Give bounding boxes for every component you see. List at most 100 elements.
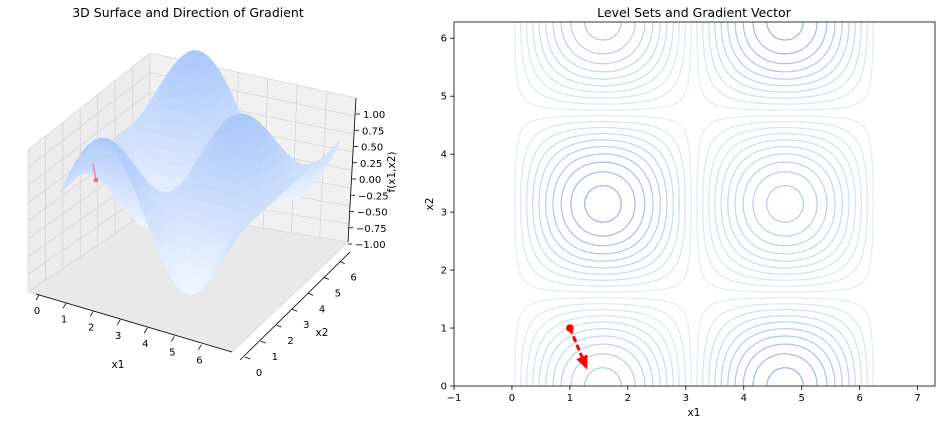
contour-chart-title: Level Sets and Gradient Vector: [597, 5, 792, 20]
contour-level: [520, 21, 868, 387]
surface-x2-label: x2: [316, 327, 329, 339]
x2-tick-label: 6: [350, 272, 356, 283]
contour-frame: [453, 21, 936, 387]
x2-tick-mark: [292, 308, 298, 312]
z-tick-label: −1.00: [355, 240, 386, 251]
gradient-arrow-shaft: [568, 327, 584, 358]
contour-level: [552, 21, 836, 387]
x1-tick-label: 6: [196, 356, 202, 367]
x1-tick-mark: [89, 311, 94, 317]
contour-level: [584, 21, 804, 387]
x2-tick-label: 3: [441, 208, 447, 219]
x2-tick-label: 3: [303, 320, 309, 331]
contour-level: [545, 21, 843, 387]
x2-tick-label: 0: [256, 368, 262, 379]
contour-level: [570, 21, 818, 387]
x1-axis-line: [35, 293, 233, 353]
surface-z-label: f(x1,x2): [386, 151, 398, 192]
contour-level: [514, 22, 874, 386]
surface-gradient-arrow: [92, 163, 97, 181]
x2-tick-mark: [244, 356, 251, 360]
x1-tick-mark: [198, 344, 202, 350]
contour-level: [532, 21, 856, 387]
x1-tick-mark: [116, 319, 121, 326]
x1-tick-label: 2: [88, 323, 94, 334]
contour-x1-label: x1: [688, 407, 701, 419]
surface-facet: [225, 238, 234, 252]
x1-tick-mark: [171, 336, 175, 342]
x2-tick-mark: [339, 261, 345, 264]
x1-tick-label: 5: [799, 393, 805, 404]
x2-tick-mark: [323, 277, 329, 280]
contour-level: [538, 21, 850, 387]
z-tick-label: −0.25: [358, 191, 389, 202]
x2-tick-label: 5: [441, 92, 447, 103]
contour-level: [526, 21, 862, 387]
z-tick-label: −0.75: [356, 224, 387, 235]
contour-panel: Level Sets and Gradient Vector −1 0 1 2 3 4 5 6…: [424, 5, 936, 419]
ticks-3d: 012345601234561.000.750.500.250.00−0.25−…: [34, 110, 389, 379]
z-axis-line: [347, 97, 357, 243]
grid-line: [27, 91, 151, 186]
x1-tick-mark: [35, 294, 40, 301]
x1-tick-label: 3: [683, 393, 689, 404]
surface-mesh: [59, 50, 341, 295]
contour-level: [514, 22, 874, 386]
surface-x1-label: x1: [112, 359, 125, 371]
x2-tick-label: 4: [319, 304, 325, 315]
contour-level: [584, 21, 804, 387]
contour-point-marker: [566, 324, 574, 332]
contour-level: [552, 21, 836, 387]
x1-tick-label: 0: [509, 393, 515, 404]
x2-tick-label: 5: [335, 288, 341, 299]
x1-tick-label: 7: [914, 393, 920, 404]
x2-tick-mark: [276, 324, 282, 328]
contour-level: [532, 21, 856, 387]
x1-tick-label: 6: [856, 393, 862, 404]
x2-tick-label: 6: [441, 34, 447, 45]
x2-tick-mark: [260, 340, 266, 344]
z-tick-label: 0.00: [359, 175, 381, 186]
contour-level: [560, 21, 828, 387]
x2-tick-mark: [307, 292, 314, 296]
z-tick-label: 0.50: [361, 143, 383, 154]
contour-level: [545, 21, 843, 387]
z-tick-label: 0.25: [360, 159, 382, 170]
x2-tick-label: 2: [441, 266, 447, 277]
z-tick-label: 1.00: [363, 110, 385, 121]
contour-lines: [514, 21, 874, 387]
x2-tick-label: 1: [441, 324, 447, 335]
contour-level: [520, 22, 868, 386]
x2-tick-label: 2: [287, 336, 293, 347]
x1-tick-label: 1: [567, 393, 573, 404]
gradient-vector: [566, 324, 588, 370]
x2-tick-label: 0: [441, 382, 447, 393]
gradient-arrow-head: [576, 354, 588, 370]
surface-chart-title: 3D Surface and Direction of Gradient: [72, 5, 304, 20]
x1-tick-mark: [62, 303, 67, 309]
x2-tick-label: 1: [272, 352, 278, 363]
x1-tick-label: 5: [169, 347, 175, 358]
x1-tick-label: 3: [115, 331, 121, 342]
x2-tick-label: 4: [441, 150, 447, 161]
x2-axis-line: [239, 251, 351, 361]
x1-tick-label: 1: [61, 314, 67, 325]
x1-tick-label: 4: [741, 393, 747, 404]
z-tick-label: 0.75: [362, 126, 384, 137]
contour-level: [570, 21, 818, 387]
surface-point-marker: [93, 177, 99, 183]
x1-tick-label: 2: [625, 393, 631, 404]
x1-tick-label: 4: [142, 339, 148, 350]
contour-level: [526, 22, 862, 386]
contour-x2-label: x2: [424, 198, 436, 211]
z-tick-label: −0.50: [357, 208, 388, 219]
surface-3d-panel: 3D Surface and Direction of Gradient 012…: [27, 5, 398, 379]
contour-level: [560, 21, 828, 387]
grid-line: [27, 72, 151, 169]
contour-level: [538, 21, 850, 387]
x1-tick-label: −1: [447, 393, 462, 404]
x1-tick-label: 0: [34, 306, 40, 317]
x1-tick-mark: [143, 327, 148, 334]
